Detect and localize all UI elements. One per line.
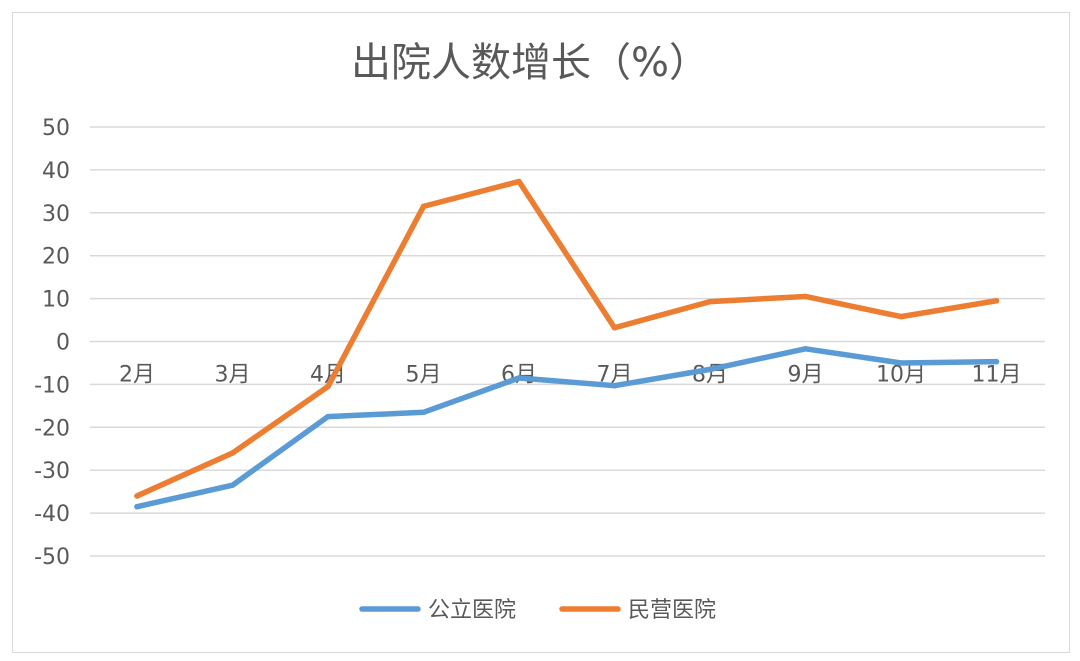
data-point	[420, 409, 427, 416]
y-tick-label: -30	[34, 459, 70, 484]
data-point	[611, 325, 618, 331]
y-tick-label: 40	[42, 159, 70, 184]
y-tick-label: 20	[42, 245, 70, 270]
x-tick-label: 2月	[119, 363, 155, 388]
data-point	[134, 493, 140, 499]
data-point	[420, 203, 427, 210]
data-point	[802, 346, 809, 352]
data-point	[707, 298, 713, 305]
data-point	[516, 178, 522, 185]
data-point	[134, 503, 140, 510]
data-point	[802, 293, 809, 300]
x-tick-label: 3月	[215, 363, 251, 388]
gridlines	[90, 126, 1045, 557]
data-point	[325, 383, 331, 390]
data-point	[516, 375, 522, 381]
x-axis-ticks: 2月 3月 4月 5月 6月 7月 8月 9月 10月 11月	[119, 363, 1022, 388]
y-tick-label: -50	[34, 545, 70, 570]
x-tick-label: 11月	[972, 363, 1022, 388]
data-point	[993, 358, 1000, 365]
chart-title: 出院人数增长（%）	[351, 40, 709, 86]
legend-label: 民营医院	[628, 598, 716, 623]
x-tick-label: 5月	[406, 363, 442, 388]
data-point	[611, 382, 618, 389]
y-tick-label: 10	[42, 288, 70, 313]
y-tick-label: -10	[34, 373, 70, 398]
series-line-private-hospital	[134, 178, 1000, 499]
legend: 公立医院 民营医院	[359, 598, 716, 623]
y-tick-label: 0	[56, 331, 70, 356]
y-tick-label: 30	[42, 202, 70, 227]
data-point	[325, 413, 331, 420]
x-tick-label: 9月	[788, 363, 824, 388]
y-tick-label: 50	[42, 116, 70, 141]
data-point	[898, 360, 904, 366]
data-point	[229, 482, 236, 488]
y-axis-ticks: 50 40 30 20 10 0 -10 -20 -30 -40 -50	[34, 116, 70, 570]
data-point	[993, 297, 1000, 304]
series-line-public-hospital	[134, 346, 1000, 510]
y-tick-label: -20	[34, 416, 70, 441]
chart-frame	[12, 12, 1070, 653]
data-point	[707, 366, 713, 373]
series-lines	[134, 178, 1000, 510]
y-tick-label: -40	[34, 502, 70, 527]
data-point	[229, 450, 236, 456]
x-tick-label: 10月	[876, 363, 926, 388]
data-point	[898, 313, 904, 320]
legend-label: 公立医院	[428, 598, 516, 623]
